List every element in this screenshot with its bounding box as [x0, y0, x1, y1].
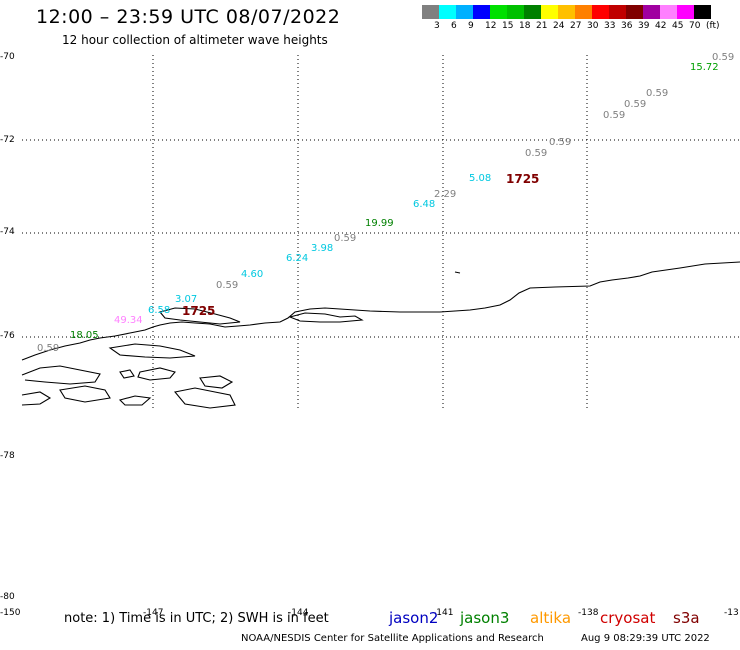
lon-label: -144 — [288, 608, 309, 618]
lon-label: -141 — [433, 608, 454, 618]
legend-swatch — [609, 5, 626, 19]
legend-label: 45 — [672, 21, 684, 31]
legend-label: 30 — [587, 21, 599, 31]
wave-height-label: 6.24 — [286, 253, 309, 264]
legend-swatch — [507, 5, 524, 19]
lon-label: -147 — [143, 608, 164, 618]
lat-label: -78 — [0, 451, 15, 461]
lon-label: -13 — [724, 608, 739, 618]
wave-height-label: 0.59 — [216, 280, 239, 291]
lat-label: -74 — [0, 227, 15, 237]
legend-swatch — [558, 5, 575, 19]
legend-swatch — [694, 5, 711, 19]
lat-label: -72 — [0, 135, 15, 145]
wave-height-label: 0.59 — [334, 233, 357, 244]
lon-label: -150 — [0, 608, 21, 618]
wave-height-label: 1725 — [506, 172, 540, 186]
legend-label: 70 — [689, 21, 701, 31]
legend-swatch — [660, 5, 677, 19]
wave-height-label: 0.59 — [525, 148, 548, 159]
wave-height-label: 0.59 — [646, 88, 669, 99]
antarctic-coastline — [21, 261, 740, 409]
color-legend-labels: 3 6 9 12 15 18 21 24 27 30 33 36 39 42 45 70 (ft) — [422, 21, 740, 33]
wave-height-label: 0.59 — [712, 52, 735, 63]
lat-label: -76 — [0, 331, 15, 341]
legend-label: 12 — [485, 21, 497, 31]
legend-label: 42 — [655, 21, 667, 31]
page-subtitle: 12 hour collection of altimeter wave hei… — [62, 33, 328, 47]
credit-text: NOAA/NESDIS Center for Satellite Applica… — [241, 633, 544, 644]
wave-height-label: 3.07 — [175, 294, 198, 305]
wave-height-label: 0.59 — [603, 110, 626, 121]
page-title: 12:00 – 23:59 UTC 08/07/2022 — [36, 6, 341, 28]
legend-label: 6 — [451, 21, 457, 31]
legend-label: 24 — [553, 21, 565, 31]
legend-swatch — [490, 5, 507, 19]
legend-swatch — [524, 5, 541, 19]
satellite-label-cryosat: cryosat — [600, 609, 656, 627]
legend-swatch — [439, 5, 456, 19]
wave-height-label: 1725 — [182, 304, 216, 318]
wave-height-label: 15.72 — [690, 62, 719, 73]
wave-height-label: 6.48 — [413, 199, 436, 210]
generated-timestamp: Aug 9 08:29:39 UTC 2022 — [581, 633, 710, 644]
lon-label: -138 — [578, 608, 599, 618]
legend-label: 27 — [570, 21, 582, 31]
legend-swatch — [677, 5, 694, 19]
wave-height-label: 3.98 — [311, 243, 334, 254]
legend-swatch — [643, 5, 660, 19]
wave-height-label: 6.58 — [148, 305, 171, 316]
satellite-label-jason3: jason3 — [460, 609, 510, 627]
wave-height-label: 4.60 — [241, 269, 264, 280]
legend-swatch — [456, 5, 473, 19]
satellite-label-s3a: s3a — [673, 609, 700, 627]
wave-height-label: 0.59 — [549, 137, 572, 148]
legend-label: 18 — [519, 21, 531, 31]
latitude-gridlines — [22, 139, 740, 338]
wave-height-label: 0.59 — [37, 343, 60, 354]
legend-swatch — [422, 5, 439, 19]
wave-height-label: 49.34 — [114, 315, 143, 326]
legend-label: (ft) — [706, 21, 720, 31]
longitude-gridlines — [152, 55, 588, 408]
legend-label: 21 — [536, 21, 548, 31]
legend-label: 15 — [502, 21, 514, 31]
legend-swatch — [626, 5, 643, 19]
lat-label: -80 — [0, 592, 15, 602]
legend-swatch — [473, 5, 490, 19]
legend-label: 9 — [468, 21, 474, 31]
legend-swatch — [592, 5, 609, 19]
legend-swatch — [575, 5, 592, 19]
legend-label: 3 — [434, 21, 440, 31]
wave-height-label: 2.29 — [434, 189, 457, 200]
legend-label: 39 — [638, 21, 650, 31]
wave-height-label: 19.99 — [365, 218, 394, 229]
wave-height-label: 18.05 — [70, 330, 99, 341]
legend-swatch — [541, 5, 558, 19]
wave-height-label: 5.08 — [469, 173, 492, 184]
legend-label: 36 — [621, 21, 633, 31]
wave-height-label: 0.59 — [624, 99, 647, 110]
color-legend — [422, 5, 711, 19]
legend-label: 33 — [604, 21, 616, 31]
lat-label: -70 — [0, 52, 15, 62]
satellite-label-jason2: jason2 — [389, 609, 439, 627]
footer-note: note: 1) Time is in UTC; 2) SWH is in fe… — [64, 611, 329, 626]
satellite-label-altika: altika — [530, 609, 572, 627]
